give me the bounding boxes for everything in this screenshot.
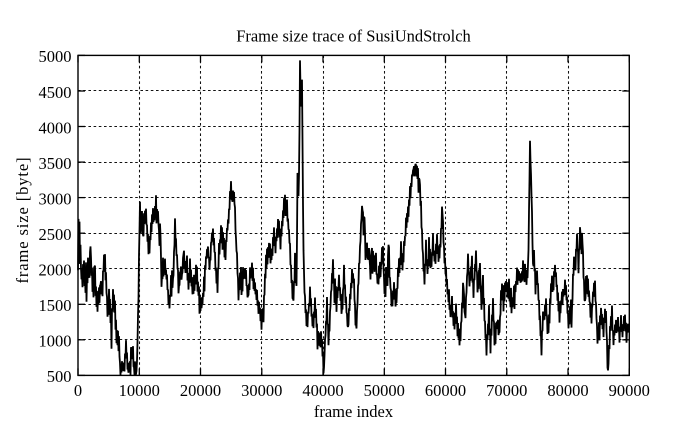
svg-text:1500: 1500	[39, 296, 72, 315]
svg-text:40000: 40000	[302, 381, 343, 400]
svg-text:5000: 5000	[39, 47, 72, 66]
svg-text:500: 500	[47, 367, 72, 386]
svg-text:4000: 4000	[39, 118, 72, 137]
svg-text:20000: 20000	[180, 381, 221, 400]
svg-text:3500: 3500	[39, 154, 72, 173]
svg-text:frame index: frame index	[314, 402, 394, 421]
svg-text:90000: 90000	[609, 381, 650, 400]
svg-text:80000: 80000	[547, 381, 588, 400]
svg-text:70000: 70000	[486, 381, 527, 400]
svg-text:0: 0	[74, 381, 82, 400]
svg-text:30000: 30000	[241, 381, 282, 400]
svg-text:60000: 60000	[425, 381, 466, 400]
svg-text:2000: 2000	[39, 261, 72, 280]
svg-text:10000: 10000	[119, 381, 160, 400]
svg-text:1000: 1000	[39, 332, 72, 351]
svg-text:4500: 4500	[39, 83, 72, 102]
svg-text:Frame size trace of SusiUndStr: Frame size trace of SusiUndStrolch	[236, 27, 471, 46]
svg-text:2500: 2500	[39, 225, 72, 244]
svg-text:3000: 3000	[39, 189, 72, 208]
svg-text:50000: 50000	[364, 381, 405, 400]
svg-text:frame size [byte]: frame size [byte]	[13, 156, 32, 283]
